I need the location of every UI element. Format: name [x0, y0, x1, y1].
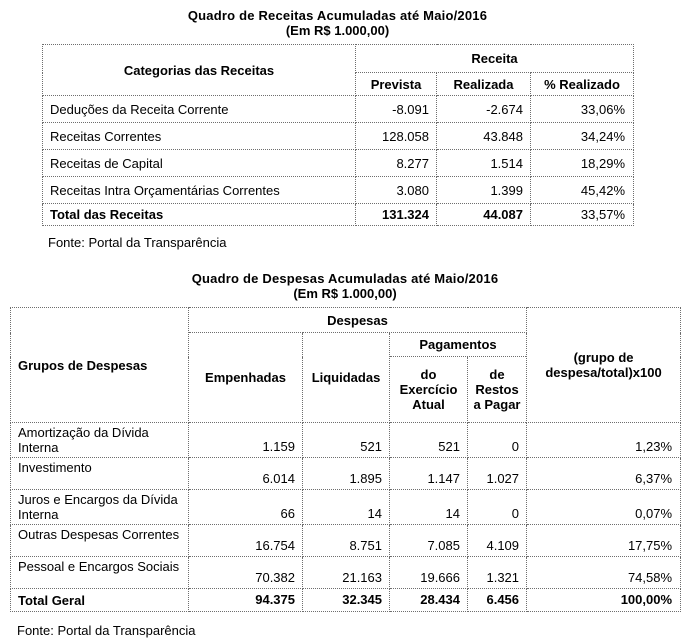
receitas-source-note: Fonte: Portal da Transparência	[48, 235, 227, 250]
despesas-source-note: Fonte: Portal da Transparência	[17, 623, 196, 638]
total-liquidadas: 32.345	[302, 588, 390, 612]
cell-empenhadas: 16.754	[188, 524, 303, 557]
total-restos: 6.456	[466, 588, 528, 612]
table-row: Outras Despesas Correntes 16.754 8.751 7…	[10, 524, 682, 557]
row-label: Receitas Intra Orçamentárias Correntes	[42, 176, 356, 204]
table-row: Deduções da Receita Corrente -8.091 -2.6…	[42, 95, 634, 123]
cell-exercicio: 521	[389, 422, 468, 458]
despesas-group-header: Grupos de Despesas	[10, 307, 189, 423]
row-label: Amortização da Dívida Interna	[10, 422, 189, 458]
col-header-liquidadas: Liquidadas	[302, 332, 390, 423]
despesas-table: Grupos de Despesas Despesas (grupo de de…	[10, 307, 682, 612]
receitas-category-header: Categorias das Receitas	[42, 44, 356, 96]
receitas-title: Quadro de Receitas Acumuladas até Maio/2…	[187, 8, 488, 23]
cell-restos: 0	[466, 422, 528, 458]
row-label: Juros e Encargos da Dívida Interna	[10, 489, 189, 525]
table-row: Receitas Intra Orçamentárias Correntes 3…	[42, 176, 634, 204]
despesas-title: Quadro de Despesas Acumuladas até Maio/2…	[191, 271, 499, 286]
cell-liquidadas: 521	[302, 422, 390, 458]
table-row: Investimento 6.014 1.895 1.147 1.027 6,3…	[10, 457, 682, 490]
col-header-restos-a-pagar: de Restos a Pagar	[466, 356, 528, 423]
despesas-section: Quadro de Despesas Acumuladas até Maio/2…	[10, 262, 682, 612]
cell-pct: 1,23%	[526, 422, 682, 458]
cell-pct: 17,75%	[526, 524, 682, 557]
row-label: Receitas Correntes	[42, 122, 356, 150]
section-divider-space	[0, 250, 698, 262]
cell-exercicio: 7.085	[389, 524, 468, 557]
cell-liquidadas: 8.751	[302, 524, 390, 557]
cell-prevista: 3.080	[355, 176, 437, 204]
cell-realizada: 43.848	[436, 122, 531, 150]
table-row: Juros e Encargos da Dívida Interna 66 14…	[10, 489, 682, 525]
cell-pct: 6,37%	[526, 457, 682, 490]
table-row: Amortização da Dívida Interna 1.159 521 …	[10, 422, 682, 458]
total-empenhadas: 94.375	[188, 588, 303, 612]
col-header-empenhadas: Empenhadas	[188, 332, 303, 423]
receitas-subtitle: (Em R$ 1.000,00)	[285, 23, 390, 38]
cell-exercicio: 19.666	[389, 556, 468, 589]
total-pct: 33,57%	[530, 203, 634, 226]
cell-pct: 74,58%	[526, 556, 682, 589]
col-header-exercicio-atual: do Exercício Atual	[389, 356, 468, 423]
cell-empenhadas: 1.159	[188, 422, 303, 458]
cell-restos: 1.027	[466, 457, 528, 490]
table-row: Receitas de Capital 8.277 1.514 18,29%	[42, 149, 634, 177]
col-header-pagamentos: Pagamentos	[388, 332, 528, 357]
cell-liquidadas: 14	[302, 489, 390, 525]
cell-exercicio: 1.147	[389, 457, 468, 490]
total-prevista: 131.324	[355, 203, 437, 226]
total-pct: 100,00%	[526, 588, 682, 612]
cell-empenhadas: 6.014	[188, 457, 303, 490]
cell-pct: 34,24%	[530, 122, 634, 150]
cell-pct: 0,07%	[526, 489, 682, 525]
receitas-section: Quadro de Receitas Acumuladas até Maio/2…	[42, 0, 634, 226]
cell-realizada: -2.674	[436, 95, 531, 123]
row-label: Outras Despesas Correntes	[10, 524, 189, 557]
row-label: Receitas de Capital	[42, 149, 356, 177]
cell-realizada: 1.399	[436, 176, 531, 204]
cell-empenhadas: 66	[188, 489, 303, 525]
cell-prevista: 8.277	[355, 149, 437, 177]
cell-pct: 33,06%	[530, 95, 634, 123]
col-header-pct-realizado: % Realizado	[530, 72, 634, 96]
cell-restos: 1.321	[466, 556, 528, 589]
total-exercicio: 28.434	[389, 588, 468, 612]
cell-empenhadas: 70.382	[188, 556, 303, 589]
total-label: Total das Receitas	[42, 203, 356, 226]
cell-restos: 0	[466, 489, 528, 525]
receitas-group-header: Receita	[355, 44, 634, 73]
row-label: Pessoal e Encargos Sociais	[10, 556, 189, 589]
total-realizada: 44.087	[436, 203, 531, 226]
total-row: Total Geral 94.375 32.345 28.434 6.456 1…	[10, 588, 682, 612]
table-row: Receitas Correntes 128.058 43.848 34,24%	[42, 122, 634, 150]
cell-pct: 18,29%	[530, 149, 634, 177]
cell-prevista: 128.058	[355, 122, 437, 150]
total-label: Total Geral	[10, 588, 189, 612]
total-row: Total das Receitas 131.324 44.087 33,57%	[42, 203, 634, 226]
row-label: Deduções da Receita Corrente	[42, 95, 356, 123]
col-header-prevista: Prevista	[355, 72, 437, 96]
receitas-table: Categorias das Receitas Receita Prevista…	[42, 44, 634, 226]
table-row: Pessoal e Encargos Sociais 70.382 21.163…	[10, 556, 682, 589]
cell-liquidadas: 1.895	[302, 457, 390, 490]
cell-realizada: 1.514	[436, 149, 531, 177]
despesas-subtitle: (Em R$ 1.000,00)	[293, 286, 397, 301]
cell-restos: 4.109	[466, 524, 528, 557]
col-header-realizada: Realizada	[436, 72, 531, 96]
col-header-ratio: (grupo de despesa/total)x100	[526, 307, 682, 423]
row-label: Investimento	[10, 457, 189, 490]
cell-pct: 45,42%	[530, 176, 634, 204]
cell-liquidadas: 21.163	[302, 556, 390, 589]
cell-prevista: -8.091	[355, 95, 437, 123]
despesas-columns-group-header: Despesas	[187, 307, 528, 333]
cell-exercicio: 14	[389, 489, 468, 525]
